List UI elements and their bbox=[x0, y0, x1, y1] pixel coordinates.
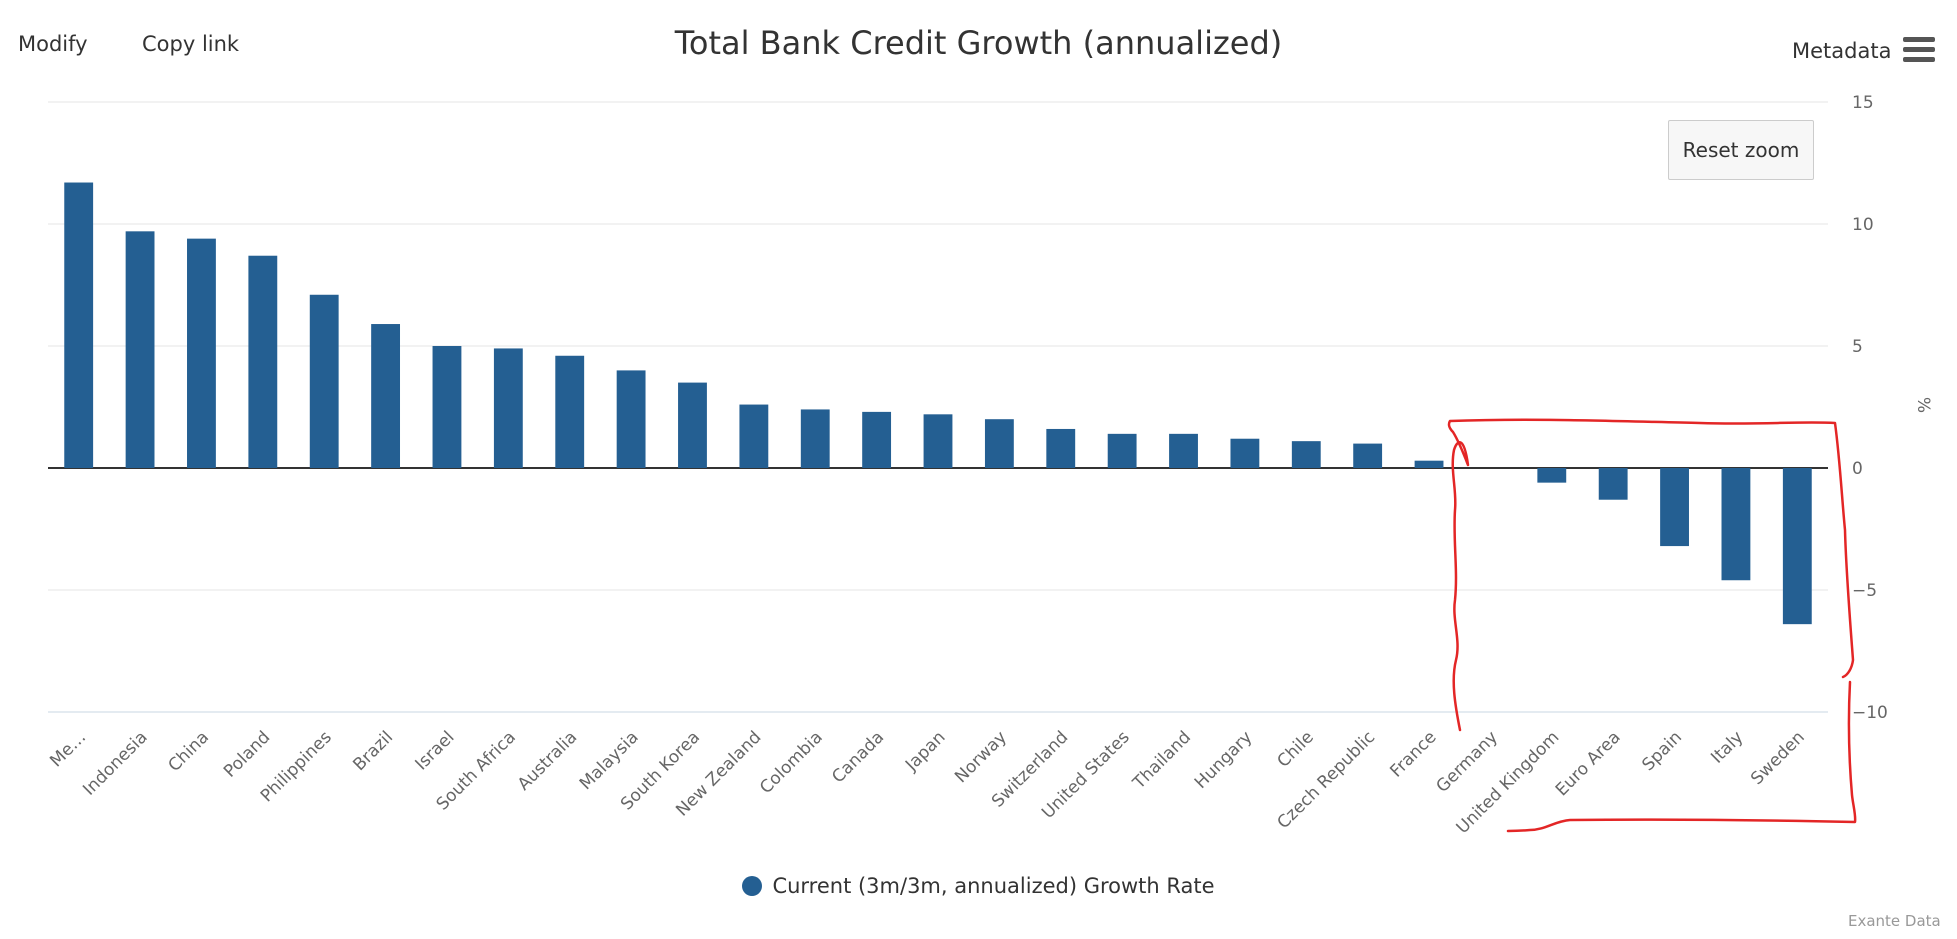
x-tick-label: Italy bbox=[1707, 727, 1747, 767]
bar[interactable] bbox=[1782, 468, 1812, 625]
bar[interactable] bbox=[1414, 460, 1444, 468]
bar[interactable] bbox=[1169, 433, 1198, 468]
modify-link[interactable]: Modify bbox=[18, 32, 88, 56]
bar[interactable] bbox=[555, 355, 585, 468]
bar[interactable] bbox=[125, 231, 155, 468]
y-tick-label: 0 bbox=[1852, 459, 1863, 479]
bar[interactable] bbox=[432, 346, 462, 468]
bar[interactable] bbox=[1598, 468, 1628, 500]
bar[interactable] bbox=[984, 419, 1014, 468]
bar[interactable] bbox=[1537, 468, 1567, 483]
y-axis-title: % bbox=[1913, 397, 1933, 413]
credits[interactable]: Exante Data bbox=[1848, 912, 1941, 930]
x-tick-label: Me… bbox=[46, 727, 90, 771]
bar[interactable] bbox=[1721, 468, 1751, 581]
bar[interactable] bbox=[1107, 433, 1137, 468]
x-tick-label: France bbox=[1386, 727, 1440, 781]
chart-title: Total Bank Credit Growth (annualized) bbox=[674, 24, 1283, 62]
copy-link[interactable]: Copy link bbox=[142, 32, 240, 56]
x-tick-label: Australia bbox=[514, 727, 581, 794]
x-tick-label: Sweden bbox=[1747, 727, 1809, 789]
y-tick-label: −10 bbox=[1852, 703, 1888, 723]
legend-item[interactable]: Current (3m/3m, annualized) Growth Rate bbox=[742, 874, 1215, 898]
x-tick-label: Brazil bbox=[349, 727, 397, 775]
x-tick-label: Canada bbox=[828, 727, 888, 787]
x-tick-label: Colombia bbox=[756, 727, 827, 798]
bar[interactable] bbox=[1353, 443, 1383, 468]
bar[interactable] bbox=[923, 414, 953, 468]
bar[interactable] bbox=[1660, 468, 1689, 547]
metadata-link[interactable]: Metadata bbox=[1792, 39, 1892, 63]
bar[interactable] bbox=[187, 238, 216, 468]
bar[interactable] bbox=[739, 404, 769, 468]
bar[interactable] bbox=[616, 370, 646, 468]
reset-zoom-button[interactable]: Reset zoom bbox=[1668, 120, 1814, 180]
y-tick-label: 15 bbox=[1852, 93, 1874, 113]
bar[interactable] bbox=[493, 348, 523, 468]
bar[interactable] bbox=[1046, 428, 1076, 468]
bar[interactable] bbox=[1291, 441, 1321, 468]
bar[interactable] bbox=[678, 382, 707, 468]
x-tick-label: Euro Area bbox=[1552, 727, 1625, 800]
bar[interactable] bbox=[1230, 438, 1260, 468]
x-tick-label: United Kingdom bbox=[1453, 727, 1564, 838]
annotation-outline bbox=[1447, 418, 1857, 833]
x-tick-label: Indonesia bbox=[79, 727, 151, 799]
x-tick-label: Chile bbox=[1274, 727, 1318, 771]
bars bbox=[64, 182, 1812, 625]
legend-marker bbox=[742, 876, 763, 896]
hamburger-menu-icon[interactable] bbox=[1903, 37, 1935, 63]
x-tick-label: Thailand bbox=[1129, 727, 1195, 793]
x-tick-label: China bbox=[165, 727, 213, 775]
bar[interactable] bbox=[64, 182, 94, 468]
y-tick-label: 5 bbox=[1852, 337, 1863, 357]
x-tick-label: Hungary bbox=[1191, 727, 1256, 792]
bar[interactable] bbox=[371, 324, 401, 468]
y-tick-label: −5 bbox=[1852, 581, 1877, 601]
legend-label: Current (3m/3m, annualized) Growth Rate bbox=[772, 874, 1215, 898]
x-tick-label: Norway bbox=[951, 727, 1011, 787]
x-tick-label: Poland bbox=[220, 727, 274, 781]
y-tick-label: 10 bbox=[1852, 215, 1874, 235]
bar[interactable] bbox=[862, 411, 892, 468]
bar[interactable] bbox=[800, 409, 830, 468]
bar[interactable] bbox=[309, 294, 339, 468]
x-tick-label: Japan bbox=[901, 727, 949, 775]
x-tick-label: Israel bbox=[412, 727, 459, 774]
legend: Current (3m/3m, annualized) Growth Rate bbox=[0, 874, 1957, 901]
y-axis-tick-labels: 15 10 5 0 −5 −10 bbox=[1852, 93, 1888, 723]
bar[interactable] bbox=[248, 255, 278, 468]
x-tick-label: Spain bbox=[1638, 727, 1686, 775]
